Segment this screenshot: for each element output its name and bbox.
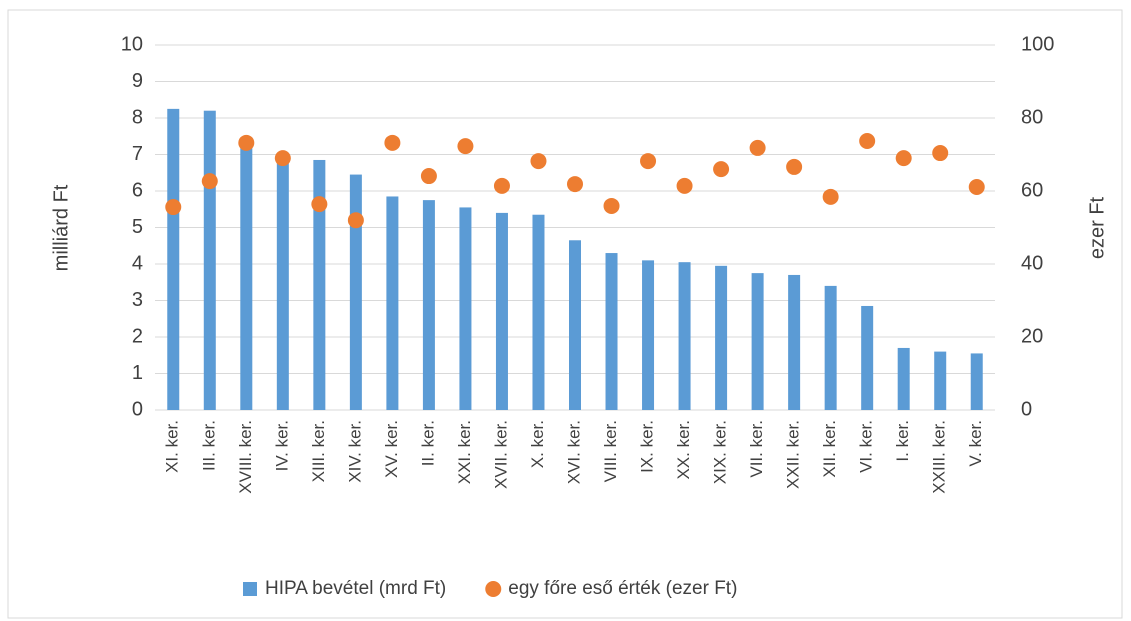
x-tick-label: X. ker.	[528, 420, 547, 468]
x-tick-label: XXII. ker.	[784, 420, 803, 489]
x-tick-label: XV. ker.	[382, 420, 401, 478]
x-tick-label: XVIII. ker.	[236, 420, 255, 494]
x-tick-label: IX. ker.	[638, 420, 657, 473]
legend-swatch	[243, 582, 257, 596]
point	[895, 150, 912, 167]
y-tick-label: 5	[132, 216, 143, 238]
x-tick-label: XII. ker.	[820, 420, 839, 478]
y-tick-label: 9	[132, 70, 143, 92]
y-tick-label: 7	[132, 143, 143, 165]
legend-swatch	[485, 581, 502, 597]
point	[749, 139, 766, 156]
y-tick-label: 4	[132, 252, 143, 274]
x-tick-label: XVII. ker.	[491, 420, 510, 489]
legend-label: HIPA bevétel (mrd Ft)	[265, 578, 446, 599]
point	[420, 168, 437, 185]
x-tick-label: III. ker.	[199, 420, 218, 471]
bar	[715, 265, 728, 410]
bar	[240, 143, 253, 411]
x-tick-label: XI. ker.	[163, 420, 182, 473]
x-tick-label: VIII. ker.	[601, 420, 620, 482]
bar	[788, 274, 801, 410]
bar	[422, 200, 435, 410]
point	[530, 153, 547, 170]
bar	[313, 159, 326, 410]
y-tick-label: 3	[132, 289, 143, 311]
x-tick-label: VI. ker.	[857, 420, 876, 473]
point	[676, 177, 693, 194]
bar	[605, 253, 618, 410]
bar	[167, 108, 180, 410]
point	[932, 145, 949, 162]
x-tick-label: II. ker.	[418, 420, 437, 466]
y2-tick-label: 0	[1021, 398, 1032, 420]
x-tick-label: VII. ker.	[747, 420, 766, 478]
point	[640, 153, 657, 170]
x-tick-label: XXIII. ker.	[930, 420, 949, 494]
bar	[678, 262, 691, 410]
x-tick-label: XX. ker.	[674, 420, 693, 480]
point	[603, 197, 620, 214]
y2-tick-label: 20	[1021, 325, 1043, 347]
point	[238, 134, 255, 151]
y2-tick-label: 60	[1021, 179, 1043, 201]
y-axis-label: milliárd Ft	[50, 184, 72, 271]
bar	[642, 260, 655, 410]
y-tick-label: 1	[132, 362, 143, 384]
x-tick-label: I. ker.	[893, 420, 912, 462]
legend-label: egy főre eső érték (ezer Ft)	[508, 578, 737, 599]
point	[786, 158, 803, 175]
y-tick-label: 0	[132, 398, 143, 420]
bar	[349, 174, 362, 410]
bar	[751, 273, 764, 410]
point	[822, 188, 839, 205]
point	[968, 178, 985, 195]
point	[165, 199, 182, 216]
point	[713, 161, 730, 178]
bar	[569, 240, 581, 410]
bar	[386, 196, 399, 410]
bar	[897, 347, 910, 410]
y-tick-label: 2	[132, 325, 143, 347]
point	[567, 176, 583, 193]
bar	[934, 351, 947, 410]
point	[274, 150, 291, 167]
point	[493, 177, 510, 194]
bar	[495, 212, 508, 410]
bar	[824, 285, 837, 410]
point	[201, 173, 218, 190]
bar	[276, 156, 289, 410]
point	[457, 138, 474, 155]
bar	[532, 214, 545, 410]
chart-frame	[7, 9, 1123, 619]
y-tick-label: 8	[132, 106, 143, 128]
x-tick-label: IV. ker.	[272, 420, 291, 471]
x-tick-label: XIX. ker.	[711, 420, 730, 484]
point	[384, 134, 401, 151]
x-tick-label: XIII. ker.	[309, 420, 328, 482]
y2-tick-label: 80	[1021, 106, 1043, 128]
bar	[861, 305, 874, 410]
y-tick-label: 10	[121, 33, 143, 55]
y-tick-label: 6	[132, 179, 143, 201]
x-tick-label: XIV. ker.	[345, 420, 364, 483]
x-tick-label: XVI. ker.	[564, 420, 583, 484]
x-tick-label: XXI. ker.	[455, 420, 474, 484]
x-tick-label: V. ker.	[966, 420, 985, 467]
bar	[459, 207, 472, 410]
point	[859, 132, 876, 149]
y2-tick-label: 40	[1021, 252, 1043, 274]
point	[347, 212, 364, 229]
y2-tick-label: 100	[1021, 33, 1054, 55]
bar	[203, 110, 216, 410]
point	[311, 196, 328, 213]
bar	[970, 353, 983, 410]
y2-axis-label: ezer Ft	[1086, 196, 1108, 259]
